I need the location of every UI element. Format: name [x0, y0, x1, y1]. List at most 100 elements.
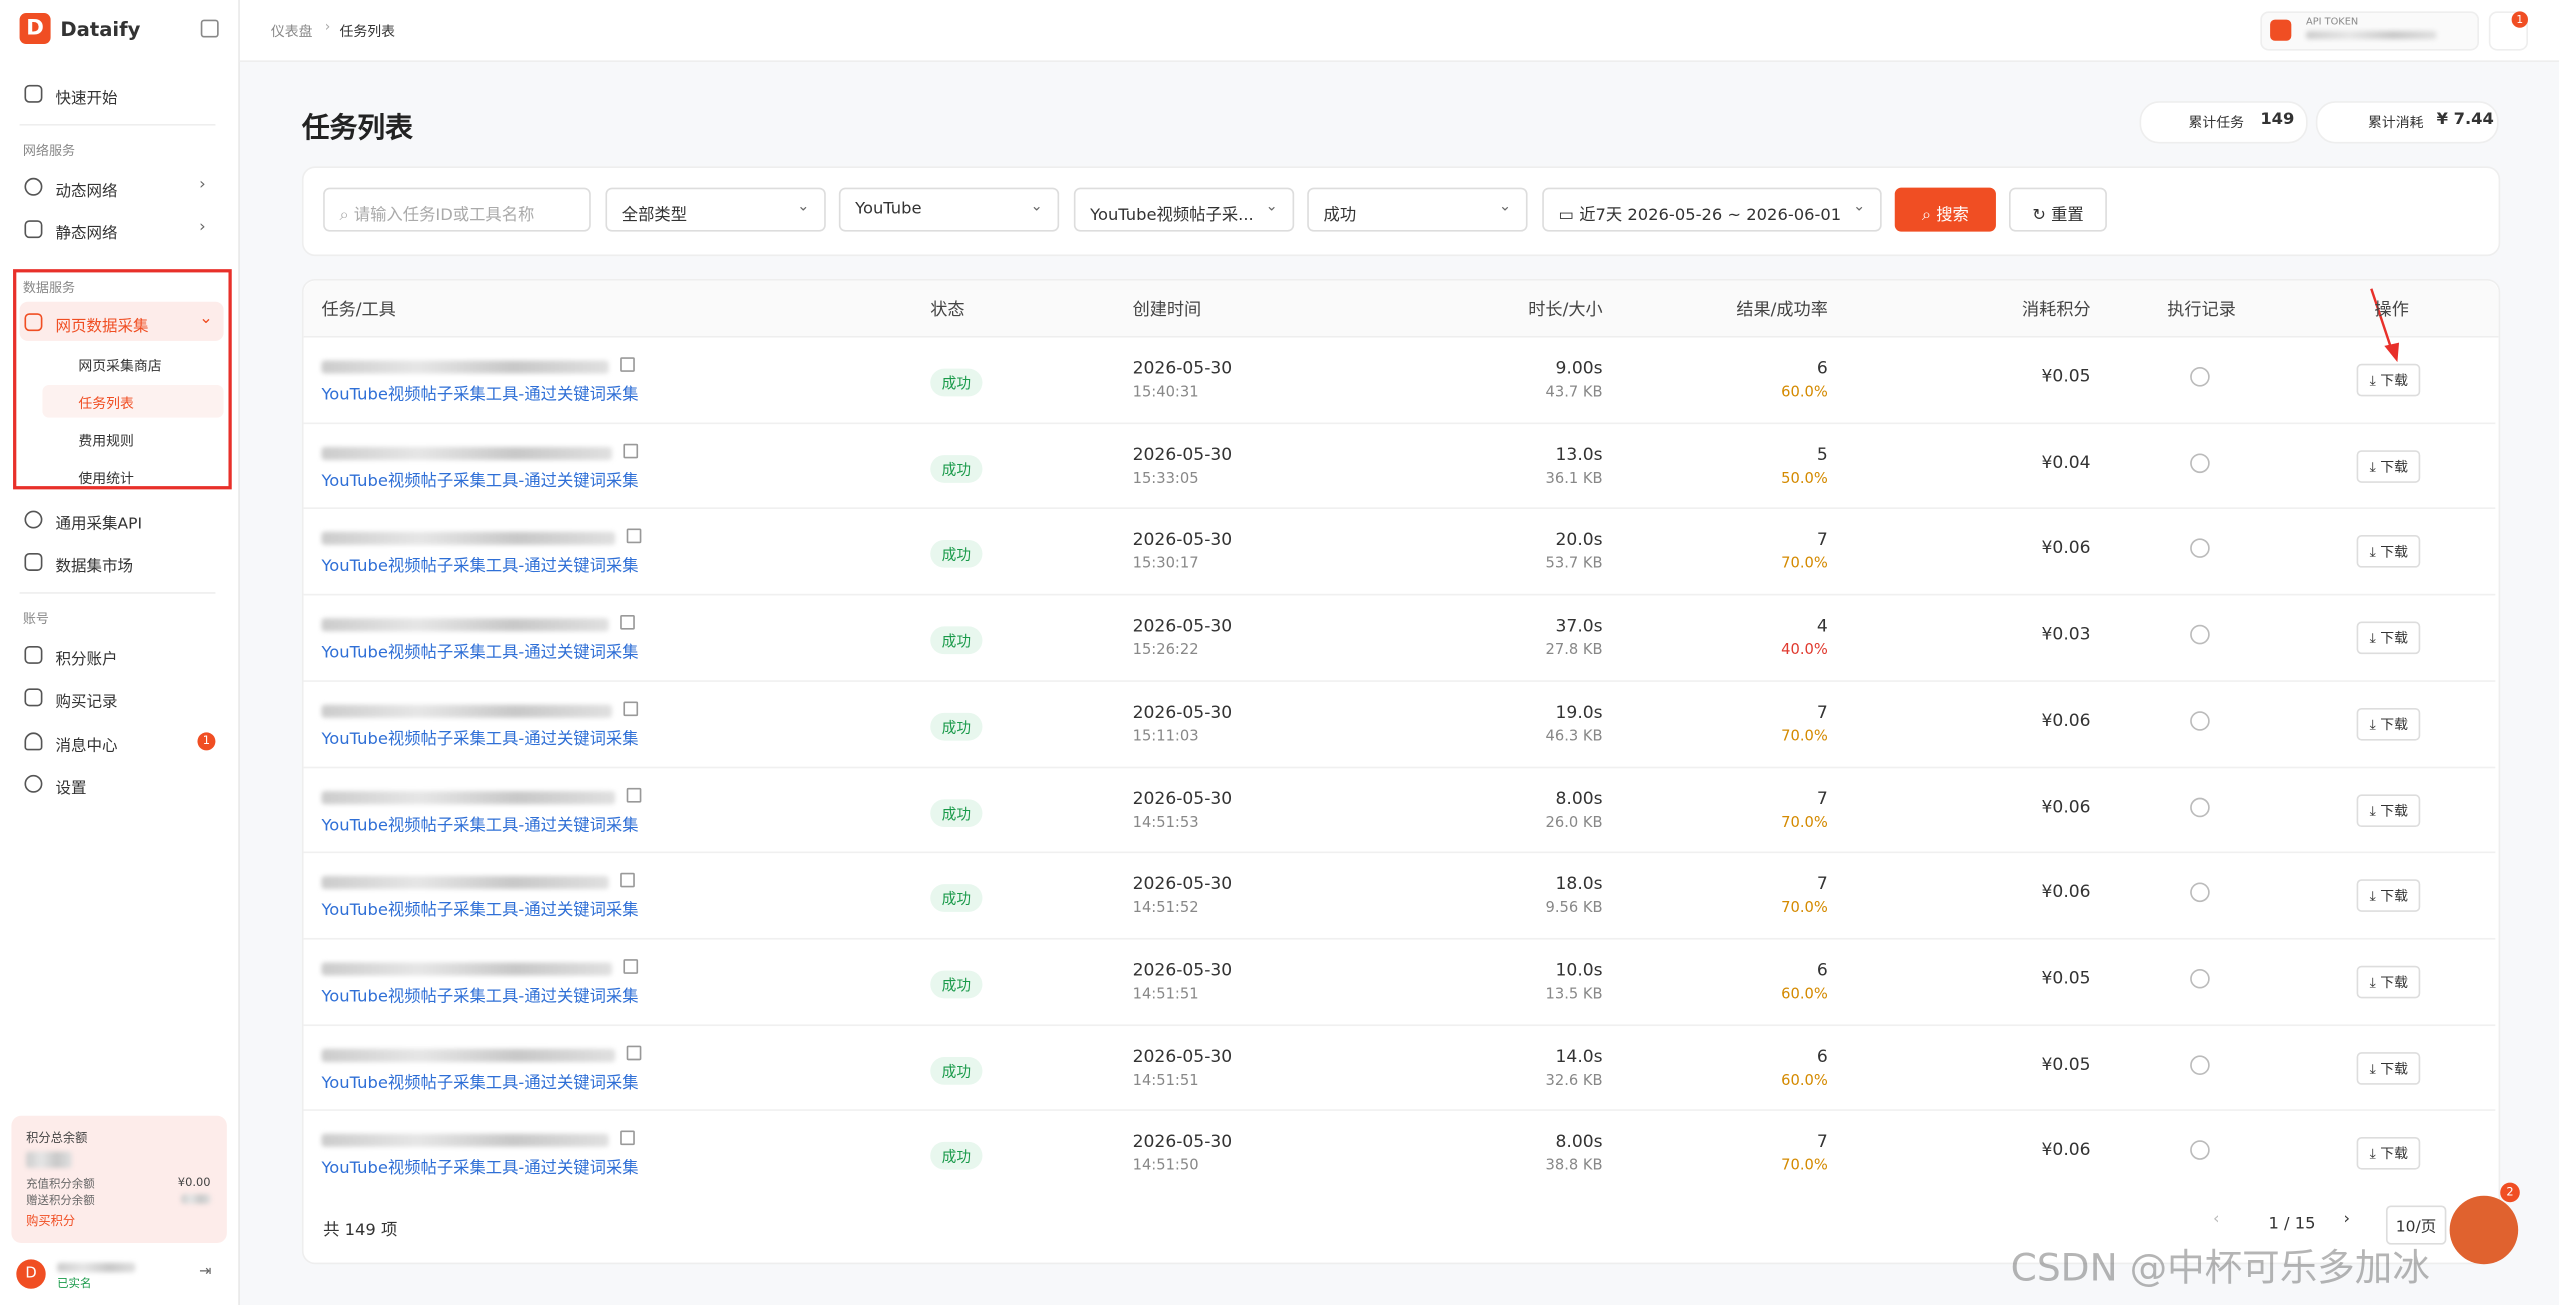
size: 32.6 KB: [1545, 1072, 1603, 1090]
tool-link[interactable]: YouTube视频帖子采集工具-通过关键词采集: [321, 730, 639, 749]
duration: 9.00s: [1555, 358, 1603, 379]
copy-icon[interactable]: [623, 958, 639, 974]
nav-item[interactable]: 快速开始: [55, 89, 118, 108]
nav-subitem[interactable]: 任务列表: [78, 396, 134, 413]
icon: [24, 732, 43, 751]
next[interactable]: ›: [2343, 1210, 2351, 1229]
tool-link[interactable]: YouTube视频帖子采集工具-通过关键词采集: [321, 558, 639, 577]
nav-item[interactable]: 消息中心: [55, 737, 118, 756]
record-icon[interactable]: [2190, 1140, 2210, 1161]
copy-icon[interactable]: [626, 1044, 642, 1060]
notifications[interactable]: [2488, 11, 2528, 51]
column-header: 创建时间: [1132, 300, 1202, 320]
copy-icon[interactable]: [620, 615, 635, 630]
search-input[interactable]: ⌕ 请输入任务ID或工具名称: [323, 187, 591, 232]
record-icon[interactable]: [2190, 796, 2210, 817]
record-icon[interactable]: [2190, 367, 2210, 387]
nav-subitem[interactable]: 费用规则: [78, 433, 134, 451]
nav-item[interactable]: 静态网络: [55, 225, 118, 244]
page-title: 任务列表: [301, 112, 413, 146]
stat: 累计任务 149: [2139, 101, 2308, 144]
download-button[interactable]: ⤓ 下载: [2356, 1137, 2422, 1171]
date-range[interactable]: ▭ 近7天 2026-05-26 ~ 2026-06-01 ⌄: [1542, 187, 1882, 232]
logout[interactable]: ⇥: [199, 1264, 212, 1281]
tool-link[interactable]: YouTube视频帖子采集工具-通过关键词采集: [321, 1074, 639, 1093]
stat-value: ¥ 7.44: [2436, 110, 2494, 129]
time: 14:51:51: [1132, 1072, 1199, 1090]
app-name: Dataify: [60, 17, 141, 41]
breadcrumb[interactable]: 仪表盘: [270, 24, 313, 41]
tool-link[interactable]: YouTube视频帖子采集工具-通过关键词采集: [321, 902, 639, 921]
nav-item[interactable]: 积分账户: [55, 650, 118, 669]
nav-item[interactable]: 网页数据采集: [55, 318, 149, 337]
record-icon[interactable]: [2190, 624, 2210, 645]
record-icon[interactable]: [2190, 968, 2210, 989]
size: 9.56 KB: [1545, 900, 1603, 918]
duration: 37.0s: [1555, 616, 1603, 637]
duration: 19.0s: [1555, 702, 1603, 723]
select-value: YouTube: [855, 200, 922, 219]
select[interactable]: 成功 ⌄: [1307, 187, 1528, 232]
select[interactable]: YouTube ⌄: [838, 187, 1060, 232]
tool-link[interactable]: YouTube视频帖子采集工具-通过关键词采集: [321, 816, 639, 835]
tool-link[interactable]: YouTube视频帖子采集工具-通过关键词采集: [321, 472, 639, 491]
total: 共 149 项: [323, 1221, 398, 1240]
prev[interactable]: ‹: [2212, 1210, 2220, 1229]
duration: 10.0s: [1555, 960, 1603, 981]
copy-icon[interactable]: [626, 529, 642, 544]
nav-item[interactable]: 数据集市场: [55, 557, 134, 576]
copy-icon[interactable]: [620, 873, 635, 888]
copy-icon[interactable]: [620, 1130, 635, 1146]
active-group: [19, 301, 224, 341]
tool-link[interactable]: YouTube视频帖子采集工具-通过关键词采集: [321, 1160, 639, 1179]
copy-icon[interactable]: [623, 701, 639, 716]
reset-button[interactable]: ↻ 重置: [2008, 187, 2107, 232]
rate: 70.0%: [1781, 556, 1828, 574]
record-icon[interactable]: [2190, 710, 2210, 731]
tool-link[interactable]: YouTube视频帖子采集工具-通过关键词采集: [321, 988, 639, 1007]
row-divider: [303, 937, 2496, 940]
nav-item[interactable]: 设置: [55, 779, 87, 798]
buy-link[interactable]: 购买积分: [26, 1213, 76, 1229]
record-icon[interactable]: [2190, 538, 2210, 559]
page-indicator: 1 / 15: [2268, 1215, 2316, 1234]
results: 7: [1816, 1132, 1828, 1153]
download-button[interactable]: ⤓ 下载: [2356, 965, 2422, 999]
download-button[interactable]: ⤓ 下载: [2356, 363, 2422, 397]
record-icon[interactable]: [2190, 452, 2210, 473]
api-token[interactable]: API TOKEN: [2260, 11, 2480, 51]
download-button[interactable]: ⤓ 下载: [2356, 707, 2422, 741]
nav-item[interactable]: 动态网络: [55, 182, 118, 201]
row-divider: [303, 421, 2496, 424]
nav-subitem[interactable]: 网页采集商店: [78, 358, 162, 376]
cost: ¥0.05: [2041, 1054, 2091, 1075]
download-button[interactable]: ⤓ 下载: [2356, 1051, 2422, 1085]
tool-link[interactable]: YouTube视频帖子采集工具-通过关键词采集: [321, 644, 639, 663]
record-icon[interactable]: [2190, 882, 2210, 903]
nav-item[interactable]: 通用采集API: [55, 515, 143, 534]
download-button[interactable]: ⤓ 下载: [2356, 449, 2422, 483]
page-size[interactable]: 10/页: [2385, 1205, 2447, 1245]
icon: [24, 177, 43, 196]
download-button[interactable]: ⤓ 下载: [2356, 621, 2422, 655]
record-icon[interactable]: [2190, 1054, 2210, 1075]
select[interactable]: 全部类型 ⌄: [605, 187, 826, 232]
search-button[interactable]: ⌕ 搜索: [1894, 187, 1996, 232]
copy-icon[interactable]: [623, 443, 639, 458]
copy-icon[interactable]: [620, 357, 635, 372]
nav-item[interactable]: 购买记录: [55, 693, 118, 712]
copy-icon[interactable]: [626, 787, 642, 802]
row-divider: [303, 1109, 2496, 1112]
nav-subitem[interactable]: 使用统计: [78, 471, 134, 488]
select[interactable]: YouTube视频帖子采... ⌄: [1073, 187, 1295, 232]
download-button[interactable]: ⤓ 下载: [2356, 535, 2422, 569]
collapse[interactable]: [200, 19, 219, 38]
time: 15:11:03: [1132, 728, 1199, 746]
tool-link[interactable]: YouTube视频帖子采集工具-通过关键词采集: [321, 386, 639, 405]
download-button[interactable]: ⤓ 下载: [2356, 879, 2422, 913]
download-button[interactable]: ⤓ 下载: [2356, 793, 2422, 827]
blurred-id: [321, 1048, 616, 1062]
chat-button[interactable]: [2449, 1195, 2519, 1265]
avatar[interactable]: D: [16, 1259, 46, 1289]
status-badge: 成功: [930, 798, 983, 827]
